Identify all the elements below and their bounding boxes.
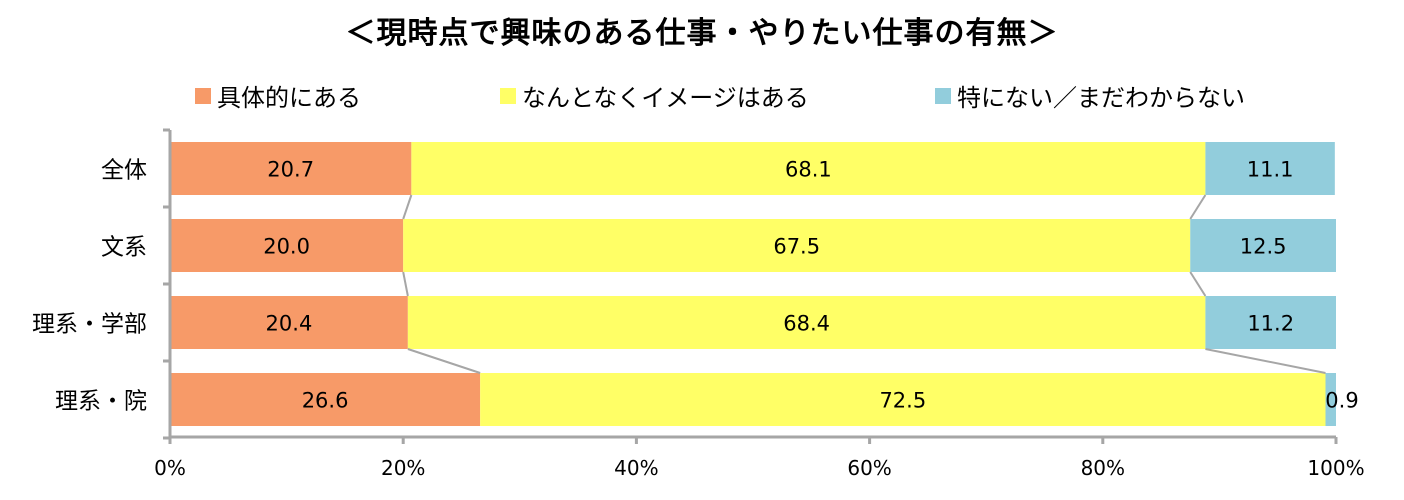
bar-segment (480, 373, 1326, 426)
data-label: 0.9 (1325, 389, 1358, 413)
legend-label-none: 特にない／まだわからない (957, 84, 1245, 112)
data-label: 12.5 (1240, 235, 1287, 259)
x-tick-label: 20% (381, 456, 425, 480)
legend-label-specific: 具体的にある (217, 84, 361, 112)
category-label: 全体 (101, 158, 147, 184)
bar-segment (1190, 219, 1336, 272)
data-label: 11.2 (1247, 312, 1294, 336)
data-label: 20.0 (263, 235, 310, 259)
series-line (402, 271, 409, 297)
data-label: 20.7 (267, 158, 314, 182)
bar-segment (170, 142, 412, 195)
x-tick-label: 80% (1081, 456, 1125, 480)
category-label: 理系・院 (55, 389, 147, 415)
series-line (402, 194, 413, 220)
legend-item-vague: なんとなくイメージはある (500, 78, 809, 113)
bar-segment (407, 296, 1206, 349)
x-tick-label: 100% (1307, 456, 1364, 480)
legend-swatch-specific (195, 87, 211, 104)
legend: 具体的にある なんとなくイメージはある 特にない／まだわからない (0, 78, 1404, 112)
legend-item-none: 特にない／まだわからない (935, 78, 1245, 113)
category-label: 理系・学部 (32, 312, 147, 338)
bar-segment (411, 142, 1206, 195)
category-label: 文系 (101, 235, 147, 261)
bar-segment (170, 219, 404, 272)
data-label: 11.1 (1247, 158, 1294, 182)
legend-label-vague: なんとなくイメージはある (522, 84, 809, 112)
data-label: 68.1 (785, 158, 832, 182)
data-label: 67.5 (773, 235, 820, 259)
legend-item-specific: 具体的にある (195, 78, 361, 113)
bar-segment (1325, 373, 1336, 426)
x-tick-label: 0% (154, 456, 186, 480)
series-line (407, 348, 481, 374)
series-line (1205, 348, 1326, 374)
bar-segment (1205, 142, 1335, 195)
data-label: 26.6 (302, 389, 349, 413)
bar-segment (170, 296, 408, 349)
data-label: 20.4 (266, 312, 313, 336)
x-tick-label: 40% (614, 456, 658, 480)
bar-segment (403, 219, 1191, 272)
bar-segment (1205, 296, 1336, 349)
data-label: 72.5 (879, 389, 926, 413)
chart-title: ＜現時点で興味のある仕事・やりたい仕事の有無＞ (345, 16, 1059, 51)
data-label: 68.4 (783, 312, 830, 336)
series-line (1189, 271, 1207, 297)
legend-swatch-none (935, 87, 951, 104)
legend-swatch-vague (500, 87, 516, 104)
bar-segment (170, 373, 481, 426)
x-tick-label: 60% (847, 456, 891, 480)
series-line (1189, 194, 1207, 220)
